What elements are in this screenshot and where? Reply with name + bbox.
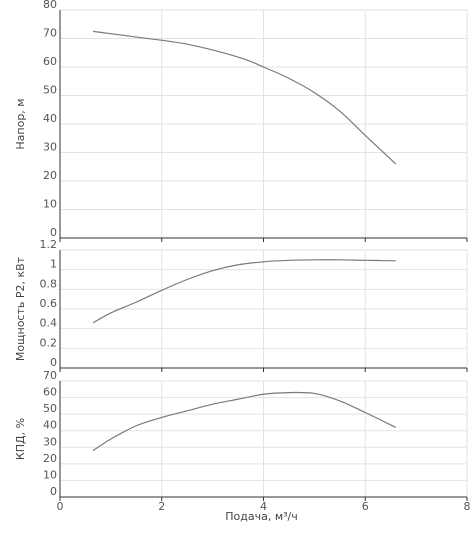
efficiency-ytick-label: 50 [43, 402, 57, 415]
x-tick-label: 2 [158, 500, 165, 513]
efficiency-ytick-label: 30 [43, 435, 57, 448]
efficiency-ytick-label: 20 [43, 452, 57, 465]
x-tick-label: 4 [260, 500, 267, 513]
power-curve-0 [92, 259, 396, 324]
head-ytick-label: 70 [43, 27, 57, 40]
power-ytick-label: 1 [50, 258, 57, 271]
power-ytick-label: 0.2 [40, 336, 58, 349]
efficiency-ytick-label: 10 [43, 468, 57, 481]
power-ytick-label: 0 [50, 356, 57, 369]
efficiency-ytick-label: 0 [50, 485, 57, 498]
head-ytick-label: 10 [43, 198, 57, 211]
power-ytick-label: 0.6 [40, 297, 58, 310]
head-curve-0 [92, 30, 397, 165]
head-ytick-label: 40 [43, 112, 57, 125]
head-ytick-label: 50 [43, 84, 57, 97]
head-ytick-label: 20 [43, 169, 57, 182]
x-tick-label: 8 [464, 500, 471, 513]
x-tick-label: 0 [57, 500, 64, 513]
power-ytick-label: 0.4 [40, 317, 58, 330]
head-ytick-label: 30 [43, 141, 57, 154]
head-ytick-label: 80 [43, 0, 57, 11]
power-y-axis-title: Мощность Р2, кВт [14, 256, 27, 361]
power-ytick-label: 1.2 [40, 238, 58, 251]
efficiency-ytick-label: 60 [43, 386, 57, 399]
efficiency-ytick-label: 40 [43, 419, 57, 432]
x-tick-label: 6 [362, 500, 369, 513]
power-ytick-label: 0.8 [40, 277, 58, 290]
efficiency-ytick-label: 70 [43, 369, 57, 382]
head-y-axis-title: Напор, м [14, 98, 27, 149]
head-ytick-label: 0 [50, 226, 57, 239]
head-ytick-label: 60 [43, 55, 57, 68]
efficiency-curve-0 [92, 391, 397, 452]
efficiency-y-axis-title: КПД, % [14, 418, 27, 460]
x-axis-title: Подача, м³/ч [225, 510, 298, 523]
